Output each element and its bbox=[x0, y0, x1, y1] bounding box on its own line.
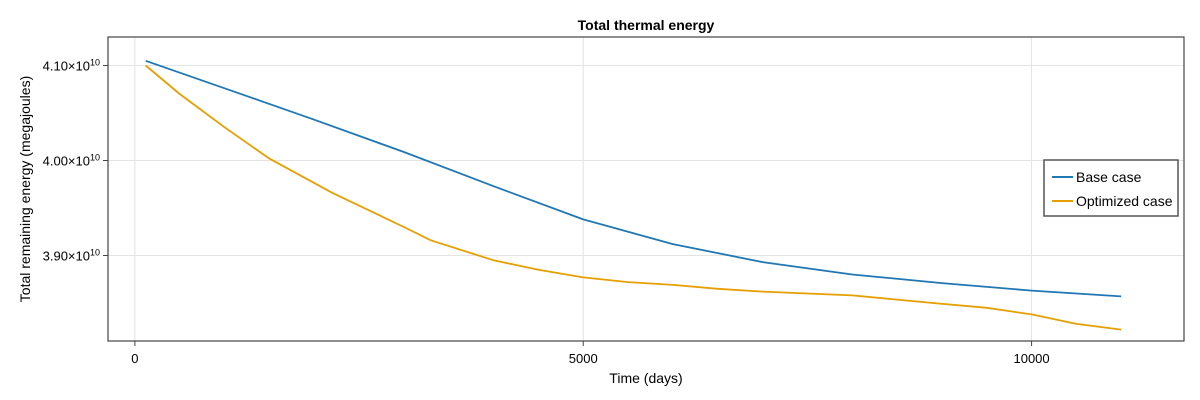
y-tick-mantissa: 3.90×10 bbox=[43, 249, 90, 264]
x-tick-label: 5000 bbox=[569, 351, 598, 366]
y-tick-exponent: 10 bbox=[90, 153, 100, 163]
legend-label-2: Optimized case bbox=[1076, 193, 1173, 209]
plot-series bbox=[145, 59, 1122, 331]
y-tick-label: 3.90×1010 bbox=[43, 248, 100, 264]
y-tick-mantissa: 4.10×10 bbox=[43, 59, 90, 74]
legend: Base case Optimized case bbox=[1043, 159, 1179, 217]
series-line-1 bbox=[145, 59, 1122, 298]
plot-frame bbox=[107, 36, 1185, 342]
x-axis-label: Time (days) bbox=[609, 370, 682, 386]
y-axis-label: Total remaining energy (megajoules) bbox=[17, 76, 33, 302]
series-line-2 bbox=[145, 64, 1122, 331]
chart-title: Total thermal energy bbox=[578, 17, 715, 33]
legend-label-1: Base case bbox=[1076, 169, 1142, 185]
y-tick-exponent: 10 bbox=[90, 248, 100, 258]
y-tick-label: 4.10×1010 bbox=[43, 58, 100, 74]
y-tick-exponent: 10 bbox=[90, 58, 100, 68]
y-tick-mantissa: 4.00×10 bbox=[43, 154, 90, 169]
x-tick-label: 10000 bbox=[1013, 351, 1049, 366]
legend-box bbox=[1043, 159, 1179, 217]
grid-lines bbox=[108, 37, 1184, 341]
x-tick-label: 0 bbox=[131, 351, 138, 366]
x-axis-ticks: 0 5000 10000 bbox=[131, 341, 1050, 366]
y-tick-label: 4.00×1010 bbox=[43, 153, 100, 169]
